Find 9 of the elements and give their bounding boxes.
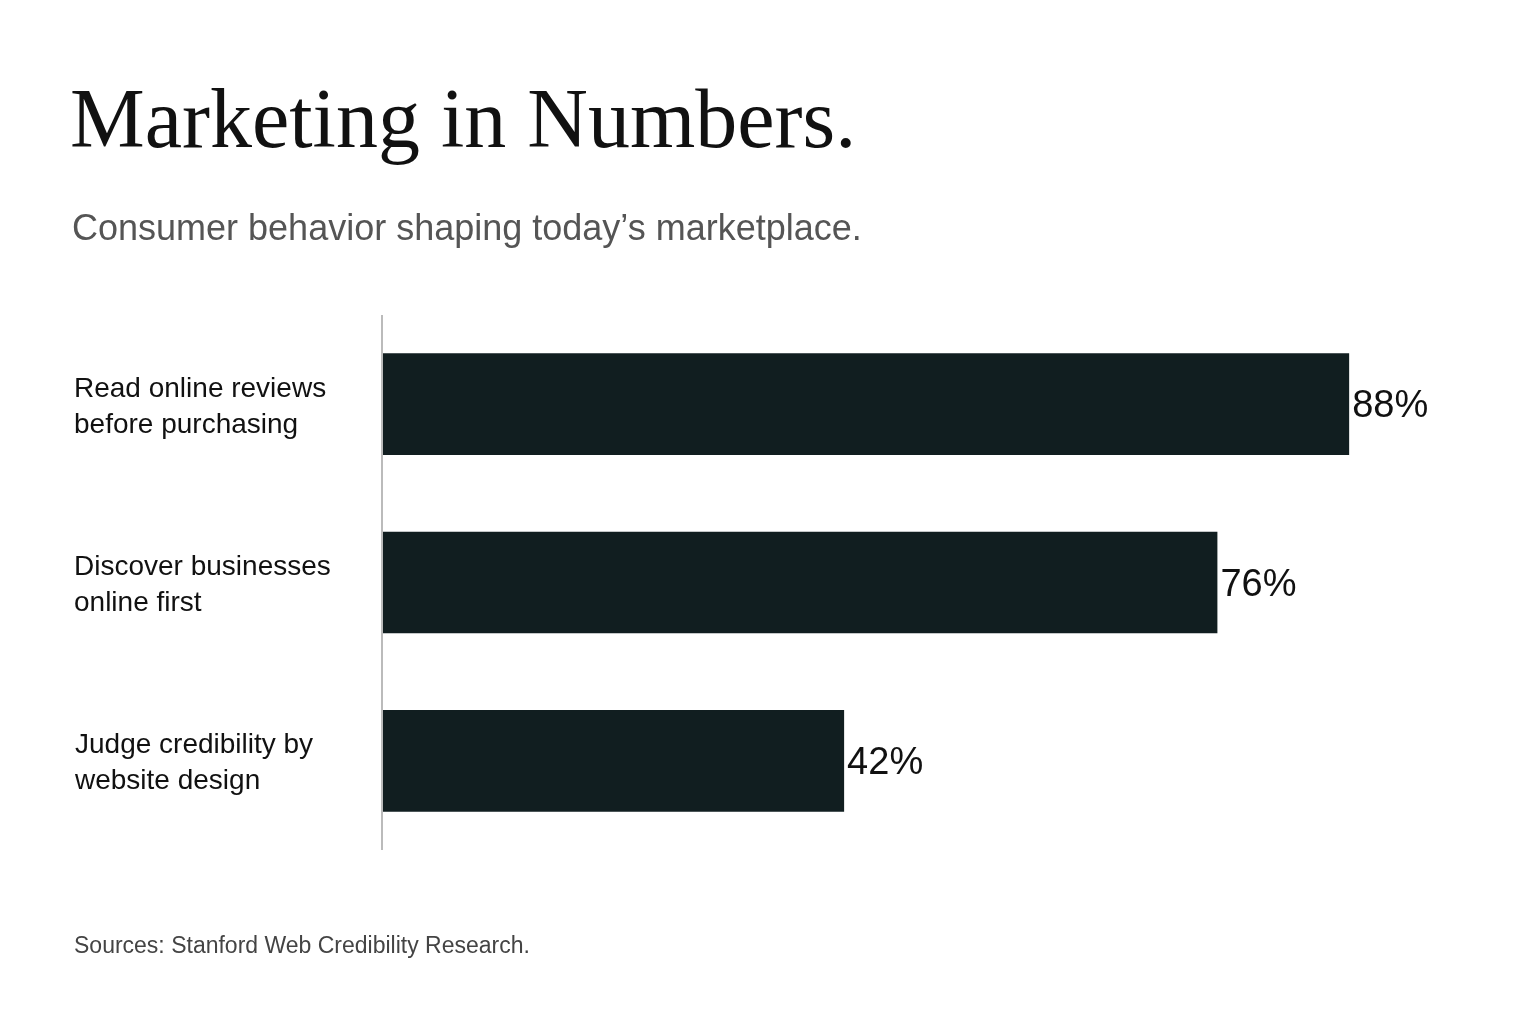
- chart-title: Marketing in Numbers.: [70, 72, 857, 166]
- data-label: 88%: [1352, 383, 1429, 426]
- data-label: 76%: [1220, 561, 1297, 604]
- data-label: 42%: [847, 739, 924, 782]
- source-note: Sources: Stanford Web Credibility Research.: [74, 932, 530, 958]
- y-tick-label: Discover businesses online first: [74, 550, 331, 618]
- y-tick-label: Judge credibility by website design: [74, 728, 314, 796]
- chart-subtitle: Consumer behavior shaping today’s marketplace.: [72, 207, 862, 248]
- y-tick-label: Read online reviews before purchasing: [74, 372, 327, 440]
